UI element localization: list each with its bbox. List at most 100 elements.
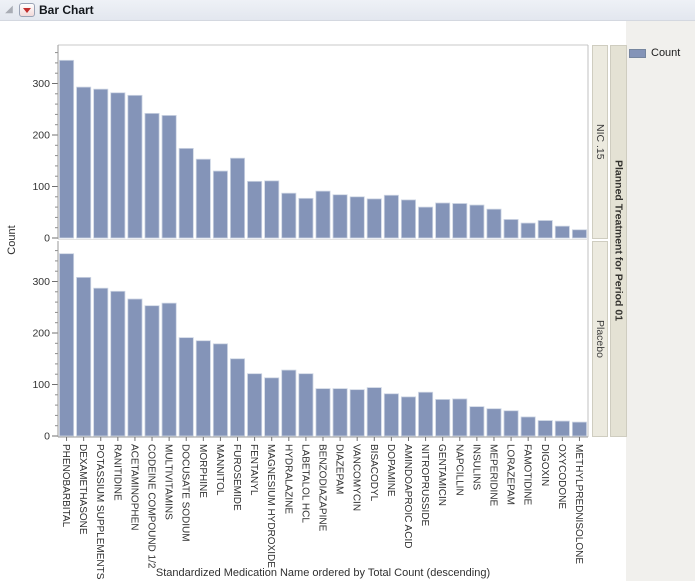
x-category-label: LABETALOL HCL: [299, 444, 310, 523]
bar[interactable]: [537, 420, 553, 437]
bar[interactable]: [537, 220, 553, 239]
bar[interactable]: [503, 219, 519, 239]
x-axis-title: Standardized Medication Name ordered by …: [155, 567, 491, 579]
x-category-label: ACETAMINOPHEN: [128, 444, 139, 531]
x-category-label: VANCOMYCIN: [351, 444, 362, 511]
panel-strip-placebo-label: Placebo: [594, 320, 606, 358]
bar[interactable]: [161, 302, 177, 437]
bar[interactable]: [110, 92, 126, 239]
panel-group-strip-label: Planned Treatment for Period 01: [612, 160, 625, 322]
bar[interactable]: [520, 416, 536, 437]
x-category-label: LORAZEPAM: [505, 444, 516, 505]
bar[interactable]: [298, 373, 314, 437]
y-axis-title: Count: [6, 225, 18, 255]
x-category-label: RANITIDINE: [111, 444, 122, 501]
x-category-label: DEXAMETHASONE: [77, 444, 88, 535]
bar[interactable]: [366, 198, 382, 239]
report-background: [626, 21, 695, 581]
x-category-label: NITROPRUSSIDE: [419, 444, 430, 527]
x-category-label: HYDRALAZINE: [282, 444, 293, 514]
bar[interactable]: [435, 202, 451, 239]
outline-title: Bar Chart: [39, 3, 94, 17]
bar[interactable]: [418, 391, 434, 437]
bar[interactable]: [76, 86, 92, 239]
disclosure-triangle-icon[interactable]: ◢: [5, 4, 13, 15]
bar[interactable]: [127, 298, 143, 437]
x-category-label: MEPERIDINE: [487, 444, 498, 507]
bar[interactable]: [212, 170, 228, 239]
red-triangle-menu-button[interactable]: [19, 3, 35, 17]
bar[interactable]: [503, 410, 519, 437]
bar[interactable]: [195, 158, 211, 239]
bar[interactable]: [298, 197, 314, 239]
bar[interactable]: [520, 222, 536, 239]
x-category-label: MANNITOL: [214, 444, 225, 496]
panel-strip-nic15-label: NIC .15: [594, 124, 606, 160]
bar[interactable]: [144, 305, 160, 437]
x-category-label: CODEINE COMPOUND 1/2: [146, 444, 157, 569]
bar[interactable]: [452, 398, 468, 437]
y-tick-label: 100: [32, 181, 50, 193]
bar[interactable]: [144, 112, 160, 239]
bar[interactable]: [247, 373, 263, 437]
bar[interactable]: [212, 343, 228, 437]
bar[interactable]: [59, 59, 75, 239]
y-tick-label: 200: [32, 328, 50, 340]
bar[interactable]: [264, 180, 280, 239]
plot-canvas: 0 100 200 300 0 100 200 300 PHENOBARBITAL DEXAMET…: [32, 44, 589, 580]
bar[interactable]: [469, 406, 485, 437]
y-tick-label: 300: [32, 78, 50, 90]
bar[interactable]: [264, 377, 280, 437]
bar[interactable]: [383, 194, 399, 239]
x-category-label: MORPHINE: [197, 444, 208, 498]
bar[interactable]: [571, 421, 587, 437]
bar[interactable]: [452, 203, 468, 239]
bar[interactable]: [383, 393, 399, 437]
bar[interactable]: [178, 337, 194, 437]
bar[interactable]: [349, 196, 365, 239]
bar[interactable]: [554, 420, 570, 437]
x-category-label: FENTANYL: [248, 444, 259, 496]
x-category-label: OXYCODONE: [556, 444, 567, 509]
y-tick-label: 200: [32, 130, 50, 142]
bar[interactable]: [230, 157, 246, 239]
bar[interactable]: [486, 408, 502, 437]
bar[interactable]: [315, 190, 331, 239]
x-category-label: DOPAMINE: [385, 444, 396, 497]
bar[interactable]: [161, 115, 177, 239]
bar[interactable]: [435, 399, 451, 437]
bar[interactable]: [486, 208, 502, 239]
bar[interactable]: [178, 147, 194, 239]
bar[interactable]: [281, 192, 297, 239]
bar[interactable]: [349, 389, 365, 437]
outline-header: ◢ Bar Chart: [0, 0, 695, 21]
bar[interactable]: [110, 290, 126, 437]
bar[interactable]: [76, 276, 92, 437]
bar[interactable]: [195, 340, 211, 437]
bar[interactable]: [400, 396, 416, 437]
bar[interactable]: [315, 388, 331, 437]
x-category-label: INSULINS: [470, 444, 481, 490]
legend-swatch[interactable]: [629, 48, 646, 58]
bar-chart-region: 0 100 200 300 0 100 200 300 PHENOBARBITAL DEXAMET…: [0, 21, 695, 581]
bar[interactable]: [332, 194, 348, 239]
x-category-label: GENTAMICIN: [436, 444, 447, 506]
bar[interactable]: [230, 358, 246, 437]
bar[interactable]: [571, 229, 587, 239]
bar[interactable]: [366, 387, 382, 437]
bar[interactable]: [281, 369, 297, 437]
bar[interactable]: [332, 388, 348, 437]
bar[interactable]: [469, 204, 485, 239]
x-category-label: FAMOTIDINE: [522, 444, 533, 505]
bar[interactable]: [400, 199, 416, 239]
bar[interactable]: [247, 180, 263, 239]
x-category-label: DOCUSATE SODIUM: [180, 444, 191, 542]
bar[interactable]: [418, 206, 434, 239]
bar[interactable]: [59, 253, 75, 437]
bar[interactable]: [93, 287, 109, 437]
bar[interactable]: [93, 88, 109, 239]
bar[interactable]: [127, 94, 143, 239]
bar[interactable]: [554, 225, 570, 239]
x-category-label: METHYLPREDNISOLONE: [573, 444, 584, 564]
panel-strip-nic15: NIC .15: [592, 45, 608, 239]
